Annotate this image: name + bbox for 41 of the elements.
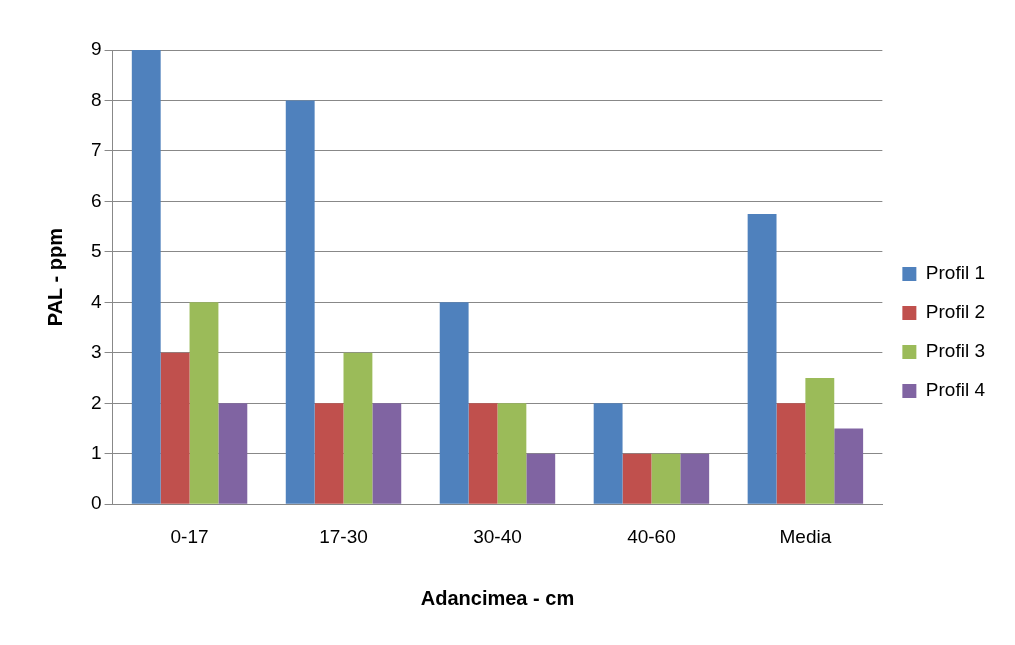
bar — [776, 403, 806, 504]
x-axis-title: Adancimea - cm — [420, 586, 575, 609]
legend-label: Profil 3 — [925, 340, 986, 362]
bar — [651, 453, 681, 504]
x-tick-label: 30-40 — [473, 525, 522, 547]
y-tick-label: 6 — [90, 189, 102, 211]
bar — [622, 453, 652, 504]
y-tick-label: 7 — [90, 139, 102, 161]
bar — [372, 403, 402, 504]
bar — [160, 352, 190, 504]
y-tick-label: 4 — [90, 290, 102, 312]
bar — [593, 403, 623, 504]
x-tick-label: Media — [779, 525, 832, 547]
legend-label: Profil 2 — [925, 301, 986, 323]
bar — [468, 403, 498, 504]
y-tick-label: 3 — [90, 341, 102, 363]
x-tick-label: 40-60 — [627, 525, 676, 547]
legend-label: Profil 1 — [925, 262, 986, 284]
y-tick-label: 2 — [90, 391, 102, 413]
bar — [497, 403, 527, 504]
bar — [189, 302, 219, 504]
legend-label: Profil 4 — [925, 379, 986, 401]
bar — [526, 453, 556, 504]
x-tick-label: 0-17 — [170, 525, 209, 547]
bar — [747, 214, 777, 504]
bar — [343, 352, 373, 504]
y-axis-title: PAL - ppm — [43, 228, 66, 327]
bar — [285, 100, 315, 504]
bar — [314, 403, 344, 504]
y-tick-label: 8 — [90, 88, 102, 110]
y-tick-label: 0 — [90, 492, 102, 514]
y-tick-label: 5 — [90, 240, 102, 262]
bar — [805, 378, 835, 504]
bar — [439, 302, 469, 504]
x-tick-label: 17-30 — [319, 525, 368, 547]
y-tick-label: 1 — [90, 441, 102, 463]
bar — [834, 428, 864, 504]
bar — [680, 453, 710, 504]
bar — [131, 50, 161, 504]
y-tick-label: 9 — [90, 38, 102, 60]
bar — [218, 403, 248, 504]
